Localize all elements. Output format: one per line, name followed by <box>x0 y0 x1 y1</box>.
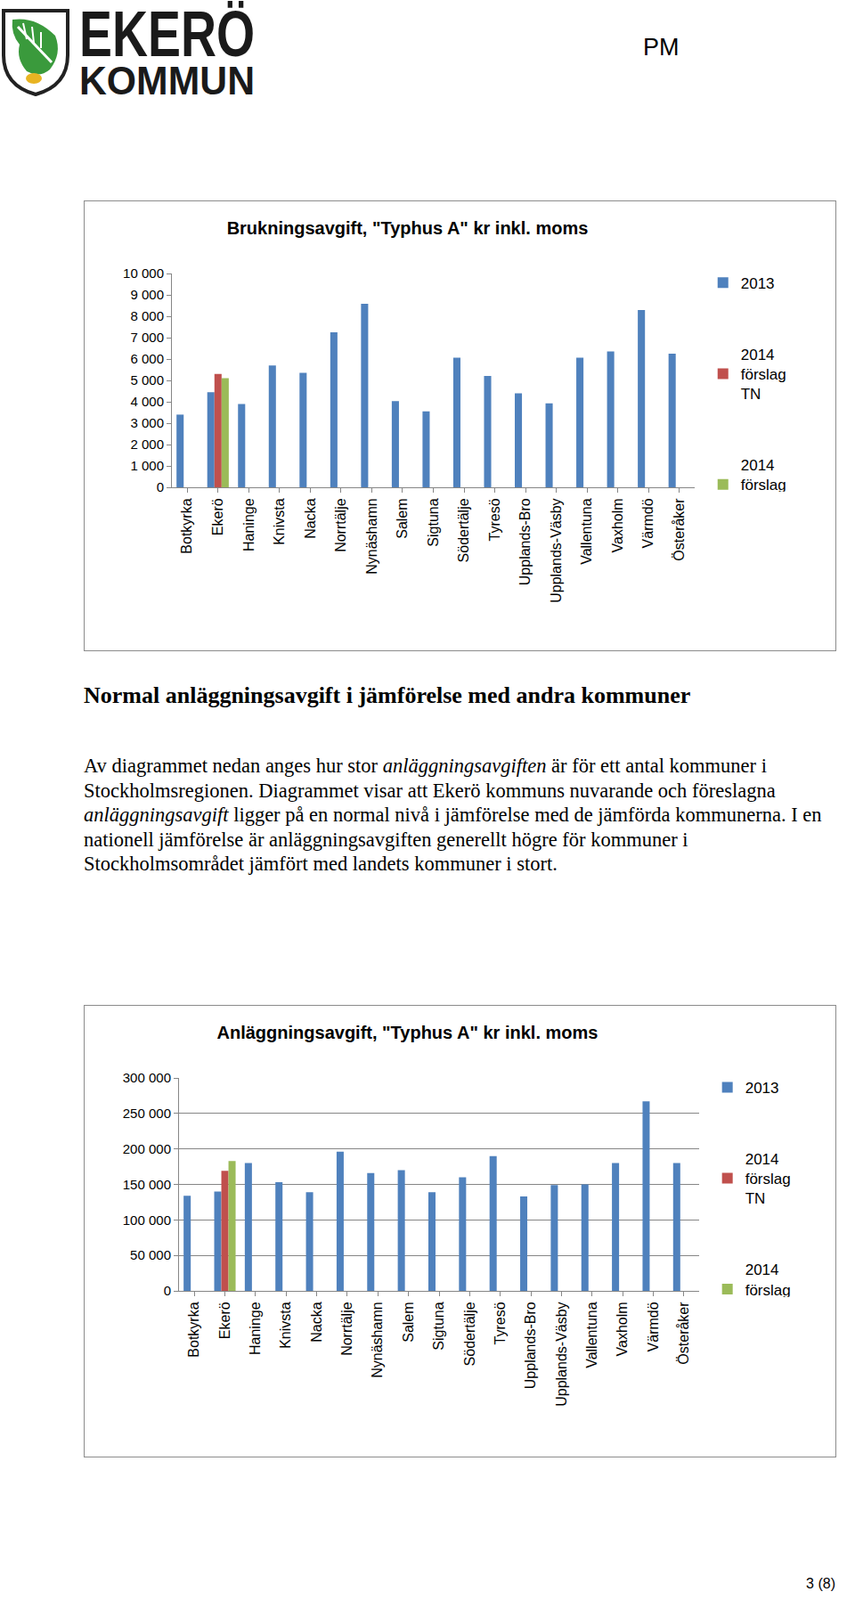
svg-text:Anläggningsavgift, "Typhus A": Anläggningsavgift, "Typhus A" kr inkl. m… <box>217 1022 599 1043</box>
svg-text:Knivsta: Knivsta <box>277 1301 294 1349</box>
svg-text:9 000: 9 000 <box>130 286 164 302</box>
svg-text:2014förslagTN: 2014förslagTN <box>741 346 787 403</box>
svg-text:Nynäshamn: Nynäshamn <box>369 1301 385 1377</box>
svg-text:Nacka: Nacka <box>309 1301 325 1342</box>
svg-text:3 000: 3 000 <box>130 415 164 431</box>
svg-text:100 000: 100 000 <box>122 1212 171 1228</box>
html-text:PM: PM <box>643 33 680 61</box>
svg-text:Botkyrka: Botkyrka <box>186 1301 202 1357</box>
svg-text:7 000: 7 000 <box>130 329 164 345</box>
svg-text:2014förslagKS: 2014förslagKS <box>745 1261 791 1296</box>
svg-text:2013: 2013 <box>745 1079 780 1097</box>
svg-text:50 000: 50 000 <box>130 1246 171 1263</box>
svg-text:Norrtälje: Norrtälje <box>339 1301 355 1356</box>
svg-text:Haninge: Haninge <box>241 497 257 552</box>
svg-text:Vallentuna: Vallentuna <box>578 497 595 565</box>
svg-text:5 000: 5 000 <box>130 372 164 388</box>
html-text:KS: KS <box>745 1300 766 1318</box>
svg-text:2014förslagKS: 2014förslagKS <box>741 456 787 491</box>
svg-text:Ekerö: Ekerö <box>210 497 226 536</box>
svg-text:Södertälje: Södertälje <box>456 497 472 562</box>
svg-text:Österåker: Österåker <box>671 497 687 562</box>
svg-text:Nynäshamn: Nynäshamn <box>364 497 380 574</box>
svg-text:Upplands-Bro: Upplands-Bro <box>522 1301 538 1389</box>
svg-text:Vaxholm: Vaxholm <box>610 497 626 553</box>
svg-text:6 000: 6 000 <box>130 350 164 367</box>
svg-text:2 000: 2 000 <box>130 436 164 452</box>
html-text:KS: KS <box>740 496 761 514</box>
svg-text:Haninge: Haninge <box>247 1301 263 1355</box>
svg-text:Nacka: Nacka <box>302 497 318 538</box>
html-text:anläggningsavgift ligger på en: anläggningsavgift ligger på en normal ni… <box>83 803 822 875</box>
svg-text:0: 0 <box>156 479 164 495</box>
svg-text:Sigtuna: Sigtuna <box>425 497 441 546</box>
svg-text:Ekerö: Ekerö <box>217 1301 233 1339</box>
svg-text:300 000: 300 000 <box>122 1069 171 1085</box>
svg-text:200 000: 200 000 <box>122 1140 171 1157</box>
svg-text:Upplands-Väsby: Upplands-Väsby <box>553 1301 570 1406</box>
svg-text:Södertälje: Södertälje <box>462 1301 478 1366</box>
html-text:3 (8): 3 (8) <box>806 1575 836 1591</box>
svg-text:Norrtälje: Norrtälje <box>333 497 349 553</box>
svg-text:Värmdö: Värmdö <box>640 497 656 548</box>
svg-text:Värmdö: Värmdö <box>645 1301 661 1352</box>
html-text:Normal anläggningsavgift i jäm: Normal anläggningsavgift i jämförelse me… <box>83 682 691 709</box>
svg-text:2013: 2013 <box>741 275 775 293</box>
svg-text:Upplands-Bro: Upplands-Bro <box>517 497 533 586</box>
svg-text:1 000: 1 000 <box>130 457 164 473</box>
svg-text:150 000: 150 000 <box>122 1176 171 1192</box>
svg-text:Brukningsavgift, "Typhus A" kr: Brukningsavgift, "Typhus A" kr inkl. mom… <box>227 218 589 238</box>
svg-text:4 000: 4 000 <box>130 393 164 409</box>
svg-text:Salem: Salem <box>400 1301 416 1342</box>
svg-text:Vaxholm: Vaxholm <box>614 1301 630 1356</box>
svg-text:0: 0 <box>163 1282 171 1298</box>
svg-text:Tyresö: Tyresö <box>487 497 503 541</box>
svg-text:Österåker: Österåker <box>675 1301 692 1365</box>
svg-text:Knivsta: Knivsta <box>271 497 287 546</box>
svg-text:250 000: 250 000 <box>122 1105 171 1121</box>
svg-text:Sigtuna: Sigtuna <box>431 1301 447 1350</box>
svg-text:Upplands-Väsby: Upplands-Väsby <box>548 497 564 603</box>
svg-text:10 000: 10 000 <box>122 265 164 281</box>
svg-text:8 000: 8 000 <box>130 308 164 324</box>
svg-text:Botkyrka: Botkyrka <box>179 497 195 554</box>
html-text:Av diagrammet nedan anges hur: Av diagrammet nedan anges hur stor anläg… <box>83 754 776 802</box>
svg-text:Salem: Salem <box>394 497 410 538</box>
svg-text:Tyresö: Tyresö <box>492 1301 508 1344</box>
svg-text:Vallentuna: Vallentuna <box>584 1301 600 1368</box>
svg-text:KOMMUN: KOMMUN <box>79 58 255 103</box>
svg-text:2014förslagTN: 2014förslagTN <box>745 1150 791 1207</box>
